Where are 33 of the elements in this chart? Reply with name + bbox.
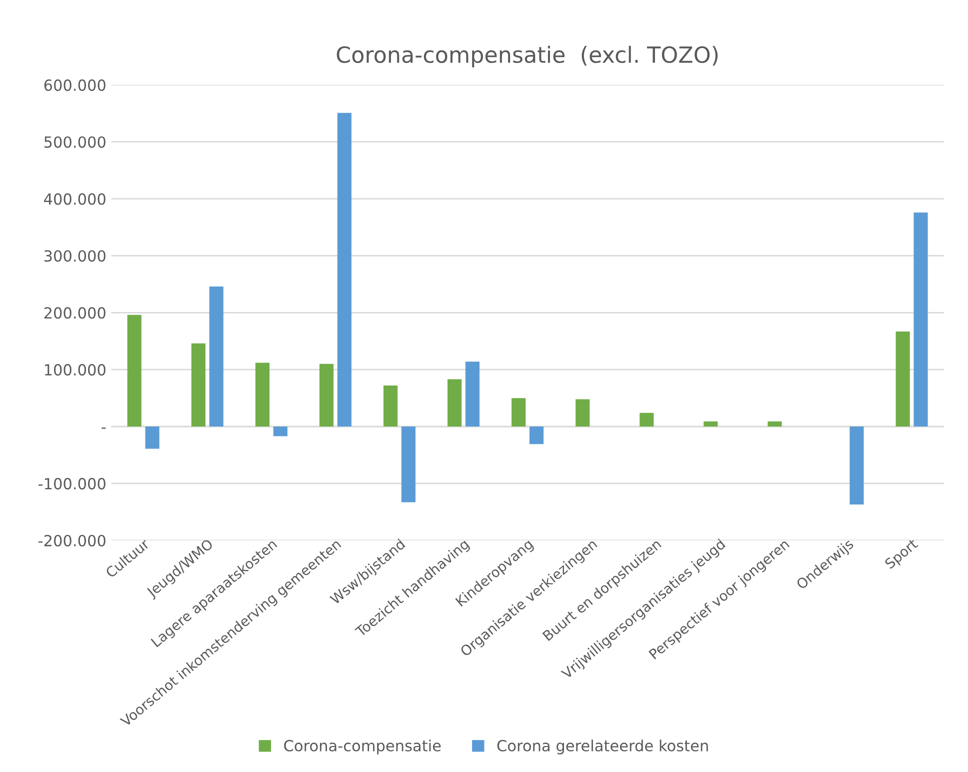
- bar: [127, 314, 142, 427]
- bar: [512, 398, 526, 427]
- bar: [896, 331, 910, 427]
- bar: [529, 426, 544, 444]
- legend-label: Corona-compensatie: [284, 740, 441, 754]
- bar: [255, 362, 270, 427]
- chart-title: Corona-compensatie (excl. TOZO): [336, 46, 718, 68]
- bar: [448, 379, 462, 427]
- y-tick-label: -: [102, 428, 106, 429]
- bar: [319, 364, 334, 427]
- bar: [768, 421, 782, 427]
- bar: [273, 426, 288, 436]
- y-tick-label: 300.000: [44, 250, 106, 262]
- bar: [465, 362, 480, 427]
- bar: [640, 412, 654, 427]
- bar: [383, 386, 398, 427]
- bar: [704, 421, 718, 427]
- bar: [337, 112, 352, 427]
- y-tick-label: 100.000: [44, 364, 106, 376]
- y-tick-label: -200.000: [38, 534, 106, 546]
- y-tick-label: 200.000: [44, 307, 106, 319]
- legend-label: Corona gerelateerde kosten: [497, 740, 708, 754]
- bar: [850, 426, 864, 505]
- y-tick-label: 500.000: [44, 136, 106, 148]
- bar: [191, 343, 206, 427]
- y-tick-label: -100.000: [38, 478, 106, 490]
- y-tick-label: 600.000: [44, 79, 106, 91]
- bar: [209, 286, 224, 427]
- bar: [914, 212, 928, 427]
- bar: [145, 426, 160, 449]
- bar: [576, 399, 590, 427]
- y-tick-label: 400.000: [44, 193, 106, 205]
- bar: [401, 426, 416, 502]
